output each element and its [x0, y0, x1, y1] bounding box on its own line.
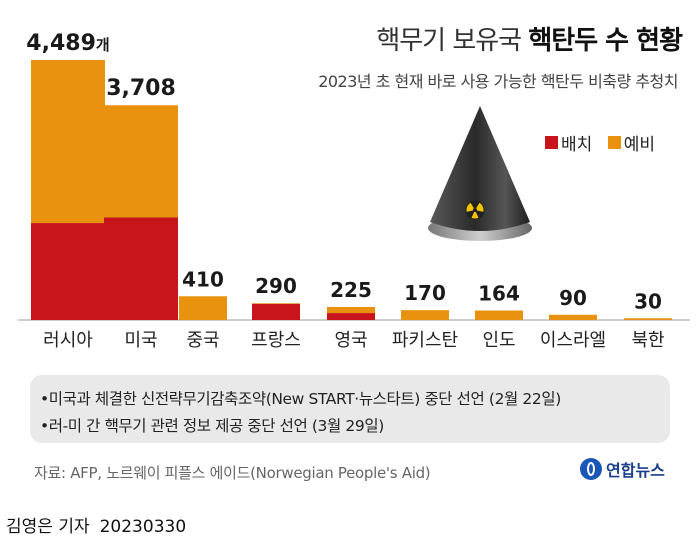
bar-deployed-3	[252, 303, 300, 320]
title-bold-part: 핵탄두 수 현황	[528, 26, 683, 56]
bar-reserve-0	[31, 60, 105, 224]
bar-reserve-2	[179, 296, 227, 320]
total-label-3: 290	[255, 274, 297, 298]
infographic-card: 핵무기 보유국 핵탄두 수 현황 2023년 초 현재 바로 사용 가능한 핵탄…	[18, 20, 690, 482]
chart-subtitle: 2023년 초 현재 바로 사용 가능한 핵탄두 비축량 추청치	[318, 72, 678, 91]
total-label-unit: 개	[96, 36, 110, 54]
bar-deployed-1	[104, 217, 178, 320]
warhead-cone	[430, 106, 530, 231]
credit-author: 김영은 기자	[6, 517, 90, 537]
total-label-1: 3,708	[106, 76, 176, 101]
credit-line: 김영은 기자 20230330	[6, 512, 196, 537]
total-label-0: 4,489개	[26, 31, 109, 56]
notes-box: •미국과 체결한 신전략무기감축조약(New START·뉴스타트) 중단 선언…	[30, 375, 670, 443]
legend-swatch-deployed	[545, 136, 558, 149]
bar-reserve-5	[401, 310, 449, 320]
chart-legend: 배치 예비	[545, 130, 665, 155]
category-label-0: 러시아	[43, 330, 93, 351]
total-label-5: 170	[404, 281, 446, 305]
total-label-2: 410	[182, 267, 224, 291]
legend-swatch-reserve	[607, 136, 621, 149]
category-label-8: 북한	[631, 330, 664, 351]
total-label-4: 225	[330, 278, 372, 302]
bar-reserve-1	[104, 105, 178, 218]
legend-label-reserve: 예비	[623, 135, 655, 155]
category-label-6: 인도	[482, 330, 515, 351]
bar-reserve-8	[624, 318, 672, 320]
category-label-2: 중국	[186, 330, 219, 351]
title-normal-part: 핵무기 보유국	[376, 26, 529, 56]
note-1: •미국과 체결한 신전략무기감축조약(New START·뉴스타트) 중단 선언…	[40, 390, 561, 408]
category-label-7: 이스라엘	[540, 330, 606, 351]
yonhap-logo: 연합뉴스	[580, 457, 665, 481]
note-2: •러-미 간 핵무기 관련 정보 제공 중단 선언 (3월 29일)	[40, 417, 384, 435]
total-label-7: 90	[559, 286, 587, 310]
chart-title: 핵무기 보유국 핵탄두 수 현황	[376, 20, 683, 57]
category-label-5: 파키스탄	[392, 330, 458, 351]
bar-reserve-4	[327, 306, 375, 314]
bar-deployed-0	[31, 223, 105, 320]
footer: 김영은 기자 20230330	[0, 506, 700, 540]
category-label-4: 영국	[334, 330, 367, 351]
yonhap-logo-text: 연합뉴스	[606, 461, 665, 480]
bar-reserve-6	[475, 310, 523, 320]
bar-deployed-4	[327, 313, 375, 320]
legend-label-deployed: 배치	[561, 135, 593, 155]
category-label-1: 미국	[124, 330, 157, 351]
legend-item-deployed: 배치	[545, 130, 592, 155]
total-label-6: 164	[478, 282, 520, 306]
legend-item-reserve: 예비	[607, 130, 655, 155]
source-text: 자료: AFP, 노르웨이 피플스 에이드(Norwegian People's…	[34, 464, 431, 482]
bar-reserve-7	[549, 314, 597, 320]
credit-date: 20230330	[99, 517, 187, 537]
total-label-8: 30	[634, 289, 662, 313]
yonhap-logo-icon	[580, 458, 602, 480]
warhead-illustration	[428, 106, 532, 241]
bar-reserve-3	[252, 303, 300, 304]
category-label-3: 프랑스	[251, 330, 301, 351]
